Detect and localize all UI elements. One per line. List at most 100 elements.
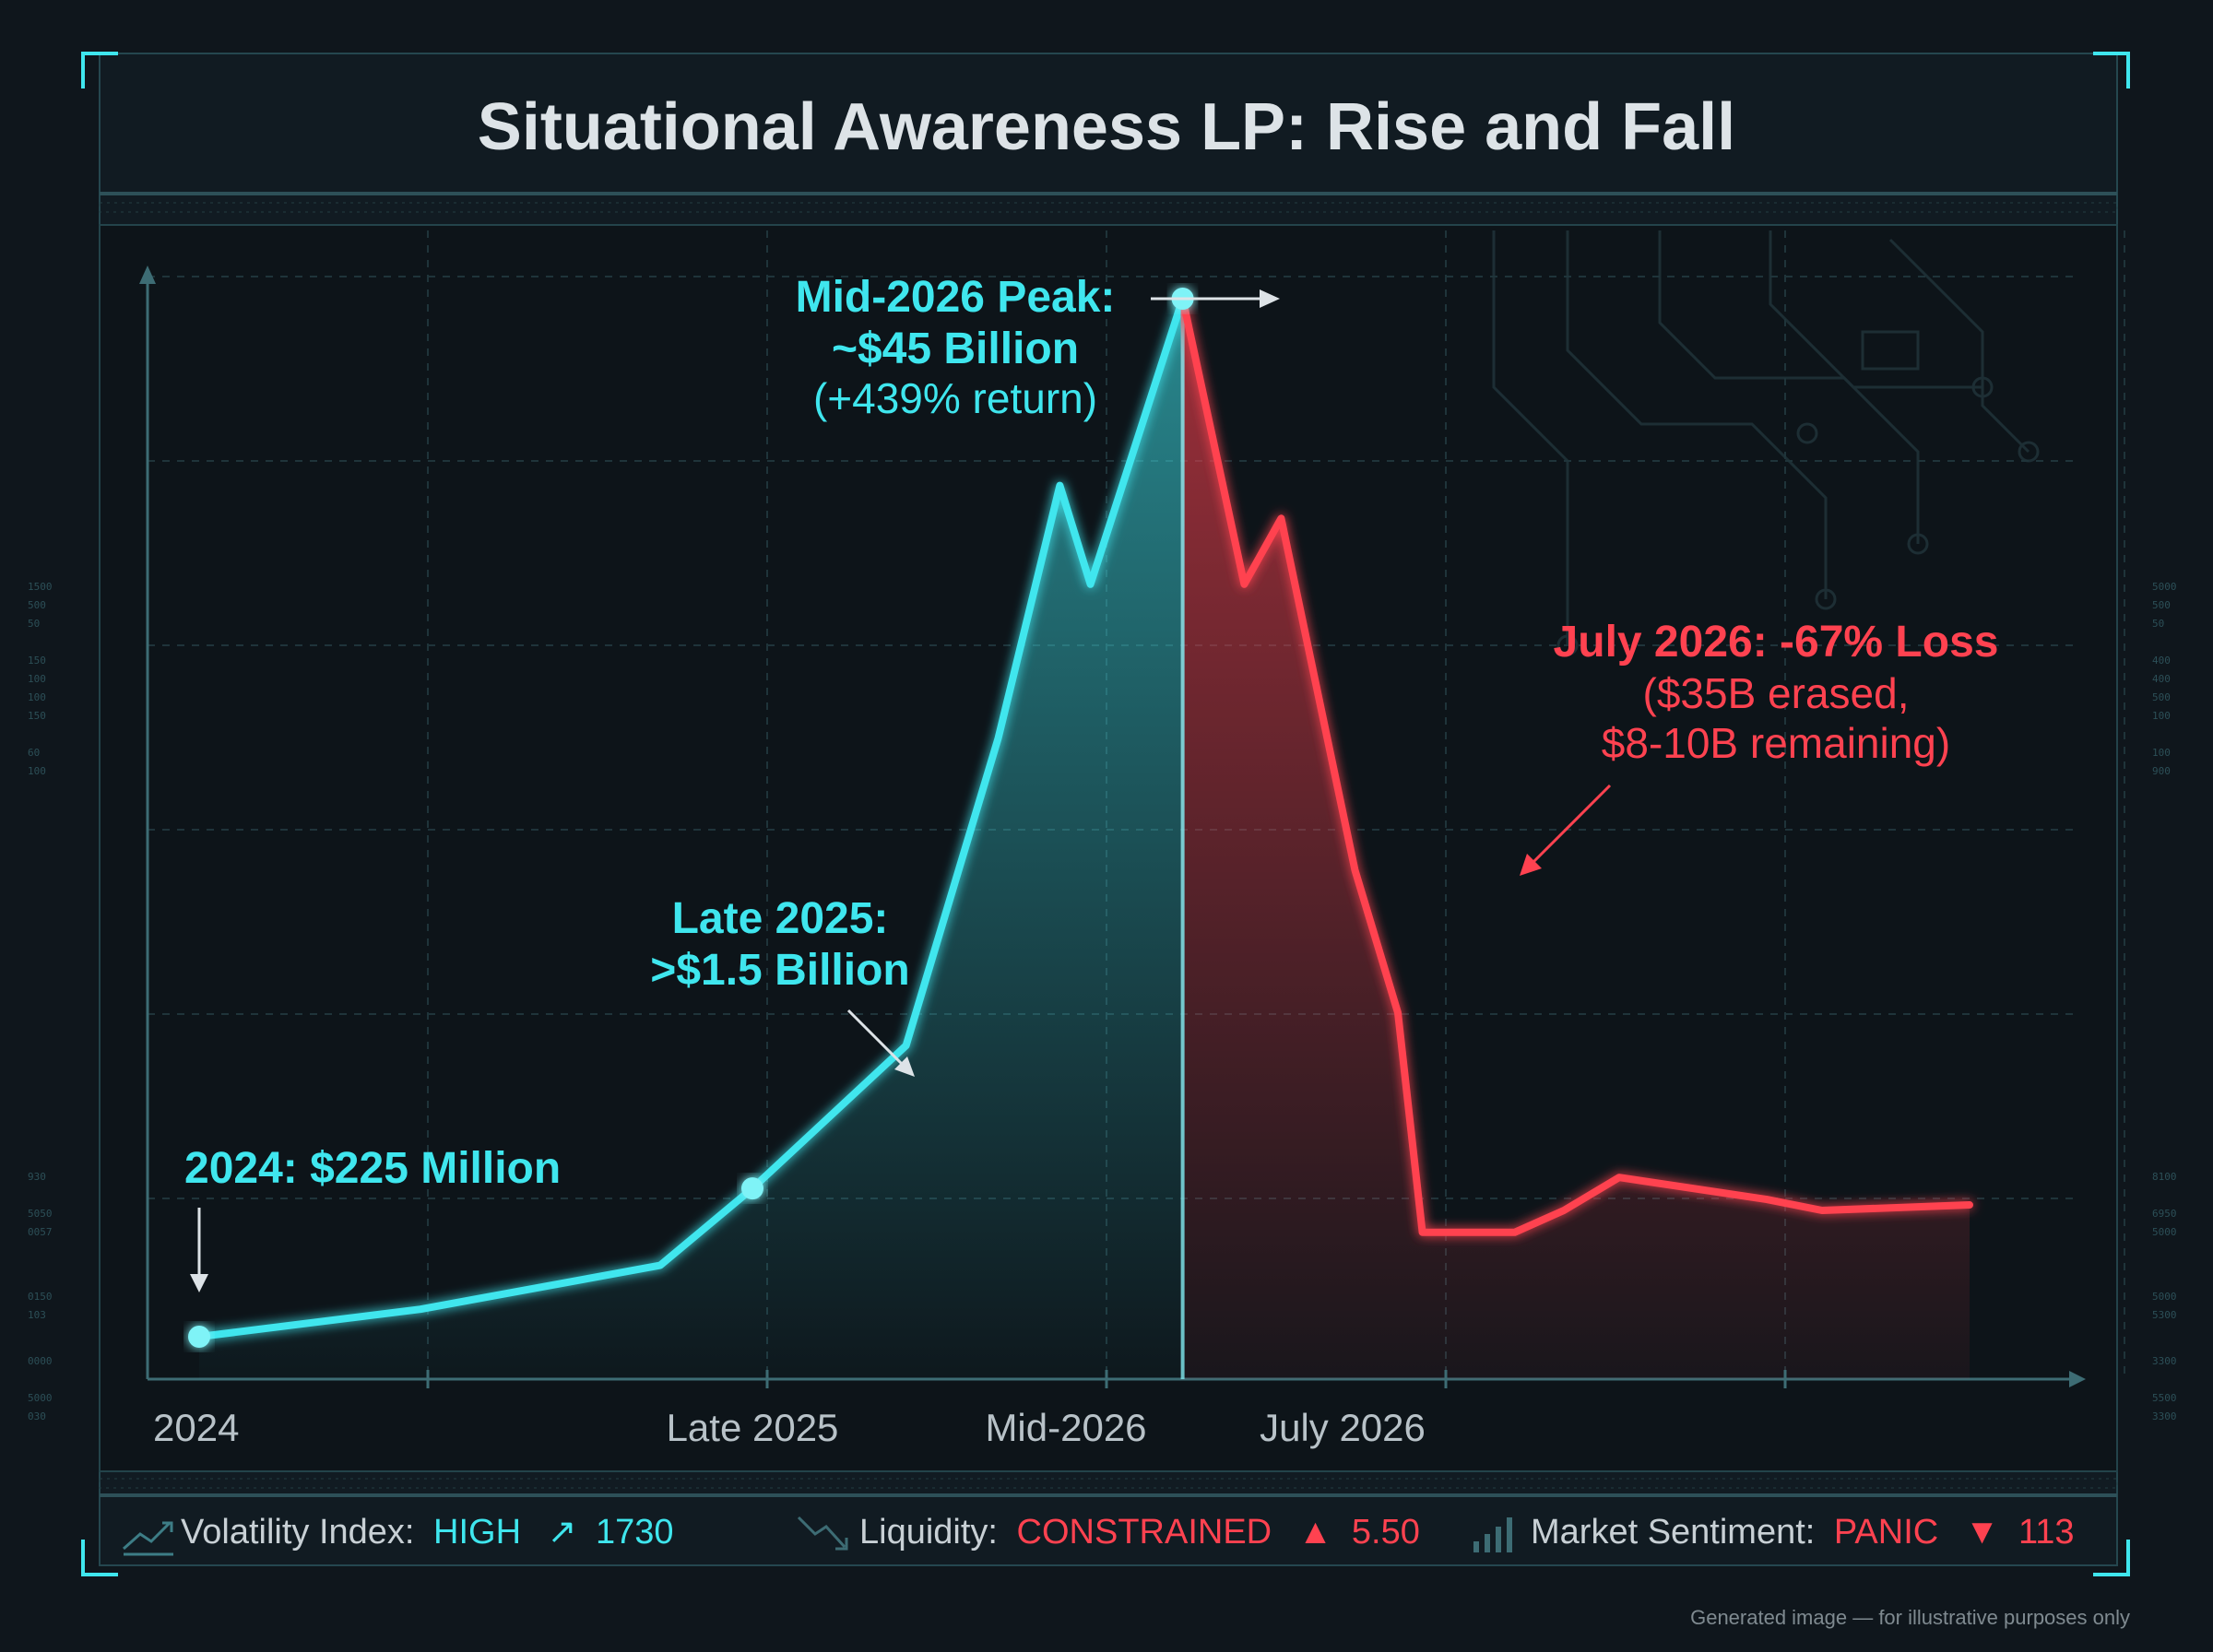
svg-text:3300: 3300 [2152,1355,2177,1367]
svg-text:6950: 6950 [2152,1208,2177,1220]
annotation-july-line1: July 2026: -67% Loss [1554,618,1999,667]
corner-bracket-tl [81,52,118,88]
svg-text:100: 100 [2152,710,2171,722]
svg-text:50: 50 [2152,618,2164,630]
status-divider-dots [99,1478,2118,1489]
status-volatility: Volatility Index: HIGH ↗ 1730 [123,1513,674,1556]
sentiment-arrow: ▼ [1965,1513,2000,1552]
svg-text:0150: 0150 [28,1291,53,1303]
bars-icon [1473,1517,1512,1552]
svg-text:5000: 5000 [2152,1291,2177,1303]
svg-text:0057: 0057 [28,1226,53,1238]
annotation-july-line2: ($35B erased, [1643,669,1910,717]
svg-text:400: 400 [2152,655,2171,667]
svg-text:Market Sentiment: PANIC: Market Sentiment: PANIC ▼ 113 [1531,1513,2075,1552]
annotation-start-label: 2024: $225 Million [184,1144,561,1193]
volatility-arrow: ↗ [548,1513,577,1552]
svg-text:150: 150 [28,710,46,722]
svg-text:8100: 8100 [2152,1171,2177,1183]
key-point-marker [188,1326,210,1348]
svg-text:930: 930 [28,1171,46,1183]
svg-text:5000: 5000 [2152,581,2177,593]
svg-text:150: 150 [28,655,46,667]
status-sentiment: Market Sentiment: PANIC ▼ 113 [1473,1513,2075,1552]
liquidity-arrow: ▲ [1298,1513,1333,1552]
svg-text:100: 100 [28,691,46,703]
svg-text:1500: 1500 [28,581,53,593]
svg-text:5500: 5500 [2152,1392,2177,1404]
sentiment-value: 113 [2018,1513,2075,1552]
status-divider [100,1493,2117,1497]
annotation-july-arrow [1531,784,1612,865]
annotation-peak-line1: Mid-2026 Peak: [796,273,1116,322]
svg-text:50: 50 [28,618,40,630]
corner-bracket-br [2093,1540,2130,1576]
liquidity-label: Liquidity: [859,1513,998,1552]
title-divider-dots [99,202,2118,213]
side-decoration-left: 1500 500 50 150 100 100 150 60 100 930 5050 0057… [28,581,53,1422]
title-divider [100,192,2117,195]
side-decoration-right: 5000 500 50 400 400 500 100 100 900 8100 6950 50… [2152,581,2177,1422]
annotation-late2025-line1: Late 2025: [672,894,889,943]
svg-text:030: 030 [28,1410,46,1422]
fall-area [1180,299,1970,1379]
svg-text:60: 60 [28,747,40,759]
rise-area [199,299,1185,1379]
volatility-label: Volatility Index: [181,1513,414,1552]
annotation-july: July 2026: -67% Loss ($35B erased, $8-10… [1520,618,1998,876]
annotation-late2025-arrow-icon [894,1056,915,1077]
x-ticks: 2024 Late 2025 Mid-2026 July 2026 [153,1366,1787,1449]
sentiment-label: Market Sentiment: [1531,1513,1815,1552]
svg-text:5000: 5000 [2152,1226,2177,1238]
annotation-july-arrow-icon [1520,854,1542,876]
trend-up-icon [123,1521,173,1556]
y-axis-arrow-icon [139,266,156,284]
svg-text:100: 100 [28,673,46,685]
liquidity-value: 5.50 [1352,1513,1420,1552]
corner-bracket-bl [81,1540,118,1576]
volatility-value: 1730 [596,1513,674,1552]
liquidity-state: CONSTRAINED [1017,1513,1272,1552]
annotation-july-line3: $8-10B remaining) [1602,719,1950,767]
annotation-late2025-line2: >$1.5 Billion [650,946,909,995]
annotation-peak: Mid-2026 Peak: ~$45 Billion (+439% retur… [796,273,1280,422]
x-tick-label: July 2026 [1260,1406,1426,1449]
annotation-peak-line3: (+439% return) [813,374,1097,422]
x-axis-arrow-icon [2069,1371,2086,1387]
footer-note: Generated image — for illustrative purpo… [1690,1606,2130,1629]
volatility-state: HIGH [433,1513,521,1552]
annotation-peak-line2: ~$45 Billion [832,324,1079,373]
annotation-peak-arrow-icon [1260,289,1280,308]
svg-text:Volatility Index: HIGH: Volatility Index: HIGH ↗ 1730 [181,1513,674,1552]
svg-text:500: 500 [28,599,46,611]
sentiment-state: PANIC [1834,1513,1938,1552]
x-tick-label: Mid-2026 [985,1406,1146,1449]
svg-text:5050: 5050 [28,1208,53,1220]
status-liquidity: Liquidity: CONSTRAINED ▲ 5.50 [797,1513,1420,1552]
chart-title: Situational Awareness LP: Rise and Fall [478,90,1735,164]
svg-text:Liquidity: CONSTRAINED: Liquidity: CONSTRAINED ▲ 5.50 [859,1513,1420,1552]
svg-text:900: 900 [2152,765,2171,777]
annotation-late2025-arrow [846,1009,904,1066]
x-tick-label: 2024 [153,1406,239,1449]
annotation-late2025: Late 2025: >$1.5 Billion [650,894,915,1077]
series-line-fall [1180,295,1973,1236]
annotation-start: 2024: $225 Million [184,1144,561,1292]
svg-text:0000: 0000 [28,1355,53,1367]
svg-text:3300: 3300 [2152,1410,2177,1422]
svg-text:400: 400 [2152,673,2171,685]
corner-bracket-tr [2093,52,2130,88]
x-tick-label: Late 2025 [667,1406,839,1449]
series-line-rise [195,295,1185,1340]
svg-text:500: 500 [2152,599,2171,611]
svg-text:500: 500 [2152,691,2171,703]
svg-text:100: 100 [28,765,46,777]
trend-down-icon [797,1516,848,1551]
key-point-marker [741,1177,763,1200]
svg-text:100: 100 [2152,747,2171,759]
svg-text:103: 103 [28,1309,46,1321]
svg-text:5300: 5300 [2152,1309,2177,1321]
annotation-start-arrow-icon [190,1274,208,1292]
svg-text:5000: 5000 [28,1392,53,1404]
